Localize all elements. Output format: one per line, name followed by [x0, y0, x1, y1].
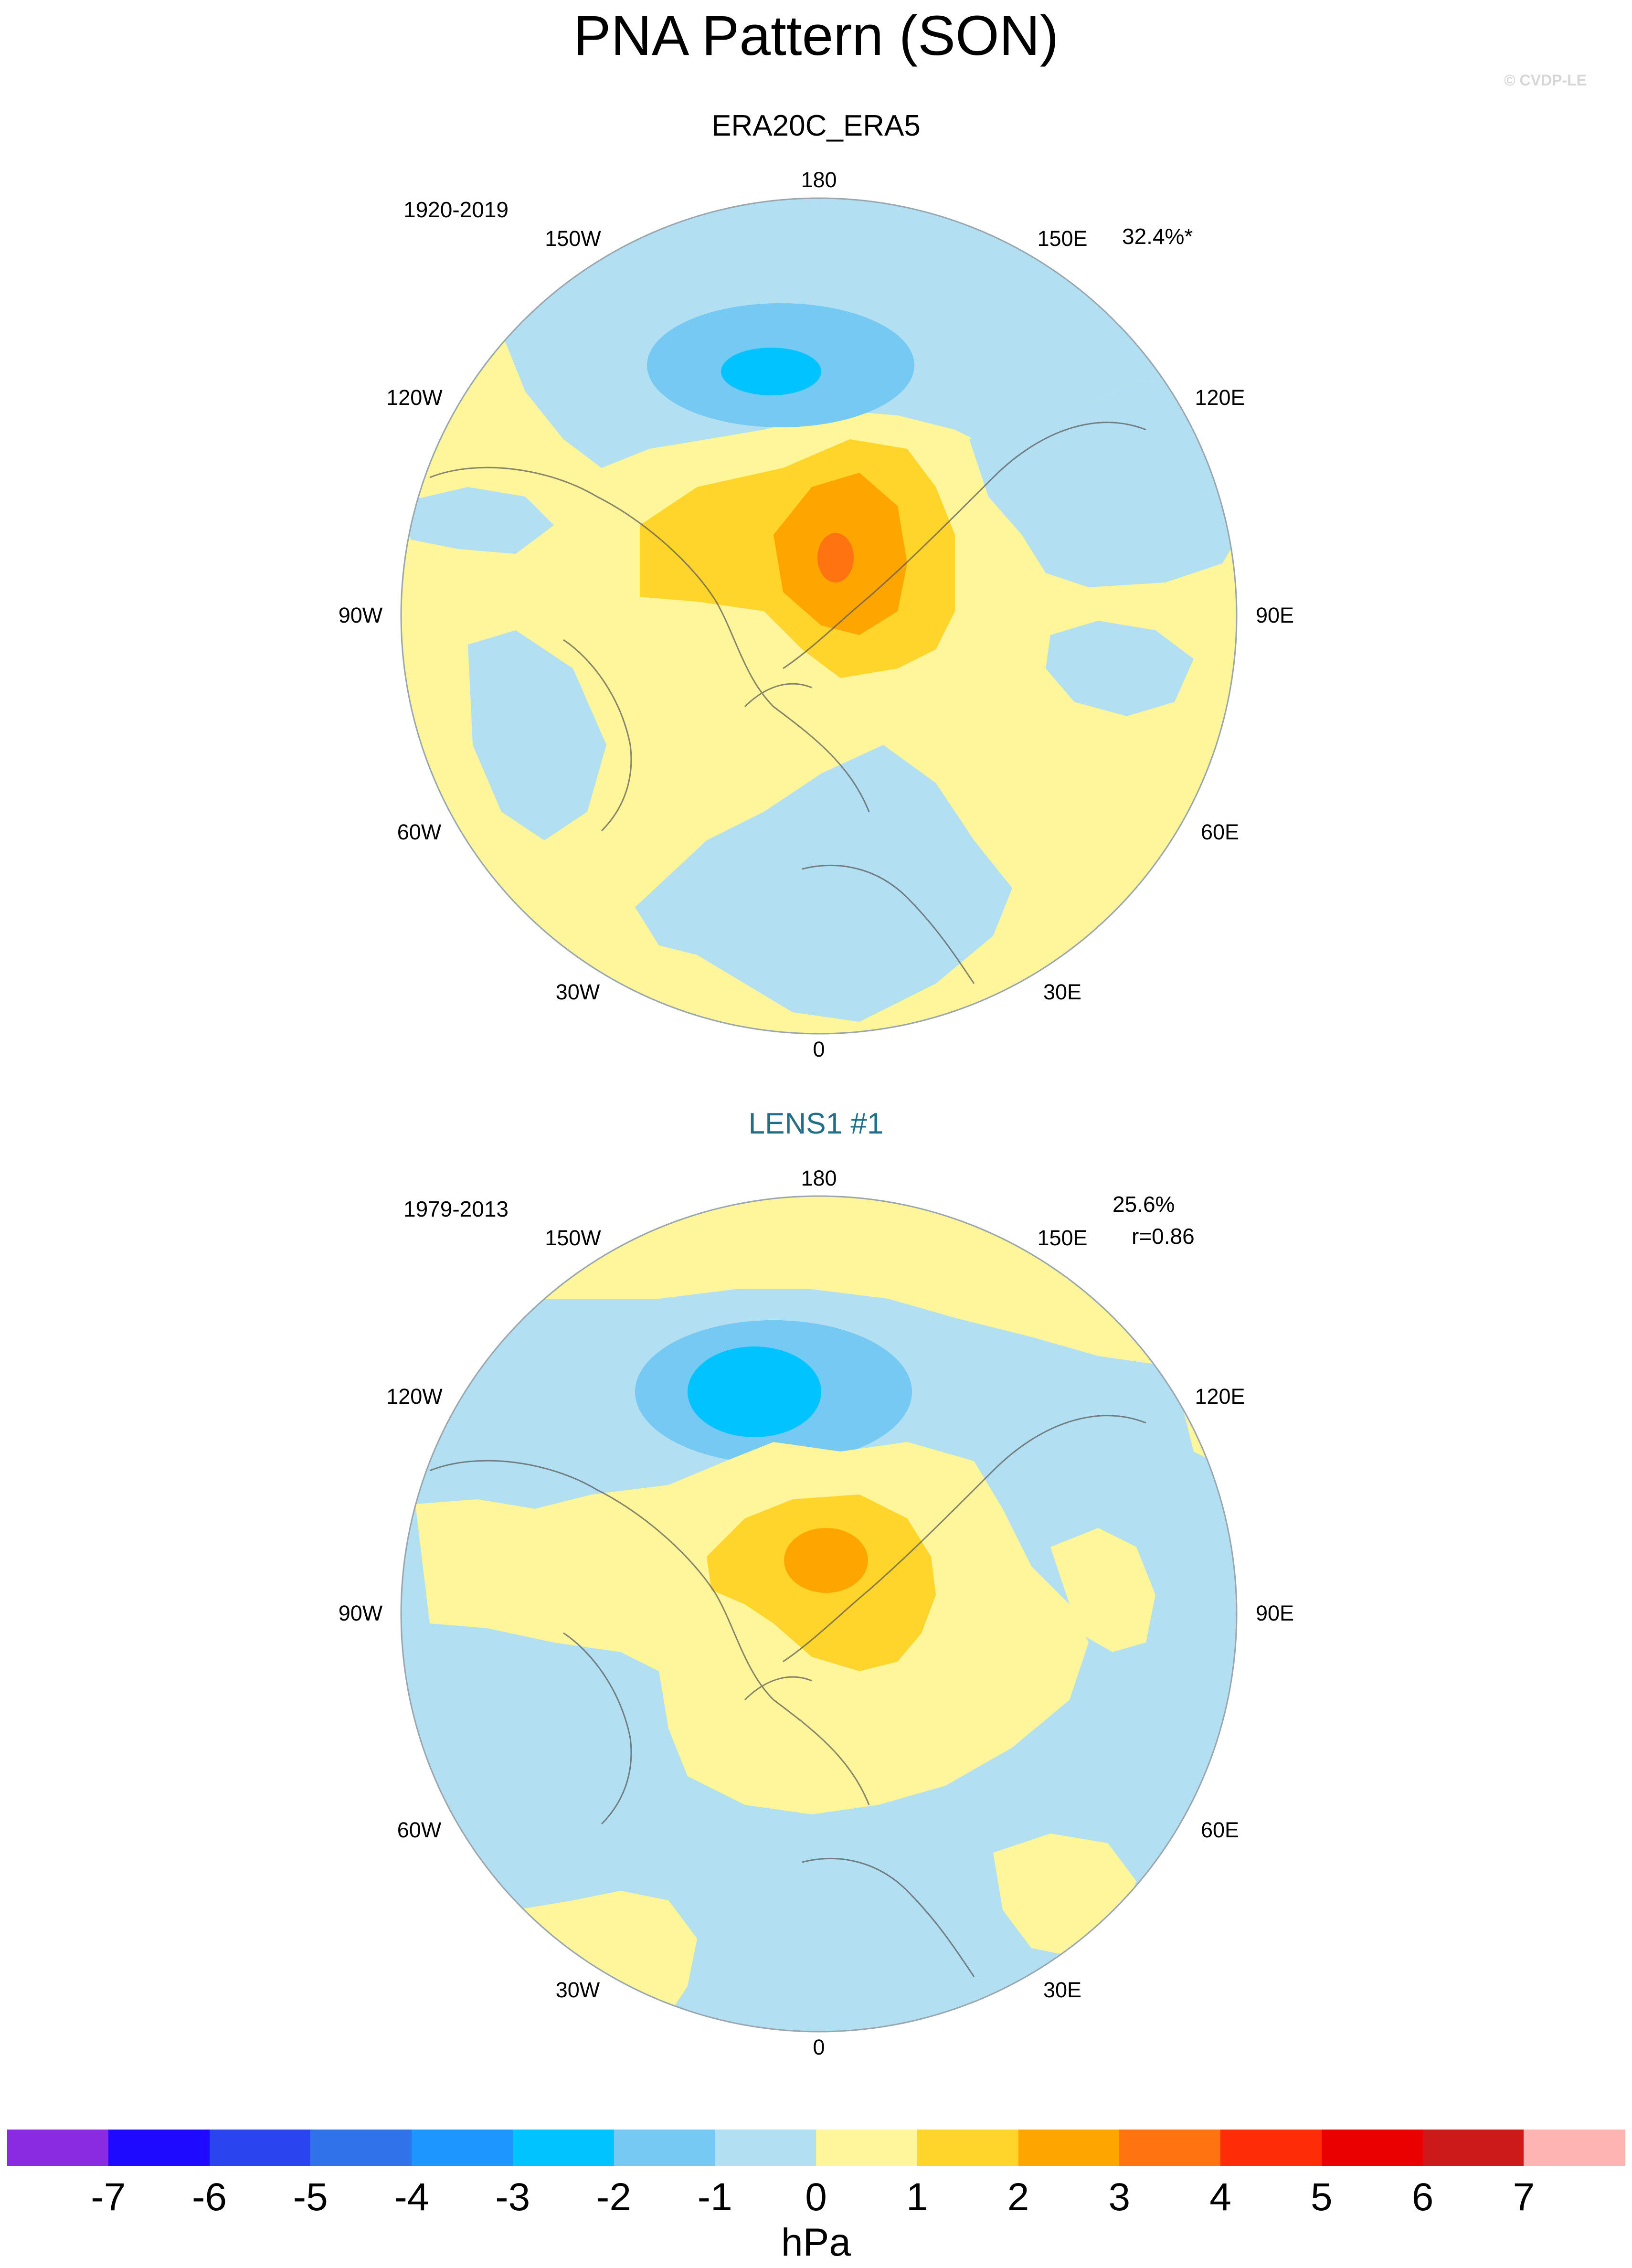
colorbar-tick-label: -2 — [596, 2175, 631, 2219]
colorbar-tick-label: -7 — [91, 2175, 126, 2219]
colorbar-tick-label: -3 — [495, 2175, 530, 2219]
lon-label: 60W — [397, 820, 442, 844]
field-negative-2-3 — [721, 348, 821, 395]
longitude-labels-era: 180 150E 120E 90E 60E 30E 0 30W 60W 90W … — [339, 168, 1294, 1061]
field-negative-atlantic — [468, 630, 606, 840]
colorbar-tick-label: 4 — [1209, 2175, 1231, 2219]
colorbar-tick-label: 1 — [906, 2175, 928, 2219]
field-negative-central-asia — [1046, 621, 1194, 716]
colorbar-segment — [1524, 2130, 1625, 2166]
field-negative-asia — [969, 377, 1237, 587]
lon-label: 180 — [801, 1166, 837, 1190]
pattern-percent-era: 32.4%* — [1122, 224, 1193, 249]
colorbar-tick-label: 6 — [1411, 2175, 1434, 2219]
colorbar-unit: hPa — [781, 2221, 851, 2264]
pattern-percent-lens: 25.6% — [1113, 1192, 1175, 1217]
colorbar-segment — [412, 2130, 513, 2166]
lon-label: 150E — [1037, 226, 1087, 251]
lon-label: 30W — [556, 980, 600, 1004]
field-negative-nw-america — [406, 487, 554, 554]
colorbar-tick-label: -5 — [293, 2175, 328, 2219]
lon-label: 30E — [1043, 1978, 1081, 2002]
period-label-lens: 1979-2013 — [403, 1197, 509, 1221]
colorbar-segment — [917, 2130, 1019, 2166]
colorbar-segment — [310, 2130, 412, 2166]
field-positive-3-4 — [817, 533, 854, 583]
colorbar-segment — [715, 2130, 816, 2166]
colorbar-segment — [512, 2130, 615, 2166]
lon-label: 150W — [545, 1226, 601, 1250]
lon-label: 60E — [1201, 820, 1239, 844]
colorbar-segment — [1220, 2130, 1322, 2166]
colorbar-segment — [614, 2130, 716, 2166]
colorbar-segment — [7, 2130, 109, 2166]
map-boundary-lens — [400, 1195, 1238, 2033]
lon-label: 120W — [386, 1384, 443, 1409]
field-positive-2-3 — [784, 1528, 868, 1593]
map-boundary-era — [400, 197, 1238, 1035]
colorbar-segment — [108, 2130, 210, 2166]
lon-label: 120W — [386, 385, 443, 410]
colorbar-tick-label: -4 — [394, 2175, 429, 2219]
field-positive-asia-strip — [1050, 1528, 1155, 1652]
panel-title-era: ERA20C_ERA5 — [711, 109, 921, 142]
colorbar-segment — [816, 2130, 918, 2166]
lon-label: 0 — [813, 2035, 825, 2059]
field-positive-central — [415, 1442, 1089, 1814]
pattern-correlation-lens: r=0.86 — [1132, 1224, 1195, 1249]
polar-map-lens: 180 150E 120E 90E 60E 30E 0 30W 60W 90W … — [339, 1166, 1294, 2059]
field-positive-south — [411, 1891, 697, 2032]
lon-label: 60W — [397, 1818, 442, 1842]
colorbar-tick-label: 5 — [1310, 2175, 1333, 2219]
lon-label: 90W — [339, 603, 383, 627]
field-negative-europe — [635, 745, 1012, 1022]
lon-label: 30W — [556, 1978, 600, 2002]
field-negative-2-3 — [688, 1346, 821, 1437]
colorbar-tick-label: -6 — [192, 2175, 227, 2219]
lon-label: 120E — [1195, 1384, 1245, 1409]
colorbar-tick-label: 2 — [1007, 2175, 1029, 2219]
colorbar-tick-label: 0 — [805, 2175, 827, 2219]
colorbar-segment — [1119, 2130, 1221, 2166]
lon-label: 180 — [801, 168, 837, 192]
colorbar-tick-label: 7 — [1513, 2175, 1535, 2219]
colorbar-tick-label: 3 — [1108, 2175, 1131, 2219]
colorbar-segment — [1321, 2130, 1423, 2166]
colorbar-segment — [1422, 2130, 1525, 2166]
lon-label: 150E — [1037, 1226, 1087, 1250]
panel-title-lens: LENS1 #1 — [748, 1107, 884, 1140]
lon-label: 60E — [1201, 1818, 1239, 1842]
colorbar-tick-label: -1 — [697, 2175, 732, 2219]
longitude-labels-lens: 180 150E 120E 90E 60E 30E 0 30W 60W 90W … — [339, 1166, 1294, 2059]
colorbar-segment — [209, 2130, 311, 2166]
period-label-era: 1920-2019 — [403, 197, 509, 222]
polar-map-era: 180 150E 120E 90E 60E 30E 0 30W 60W 90W … — [339, 168, 1294, 1061]
lon-label: 90E — [1256, 1601, 1294, 1625]
lon-label: 0 — [813, 1037, 825, 1061]
lon-label: 90W — [339, 1601, 383, 1625]
credit-label: © CVDP-LE — [1504, 72, 1587, 89]
colorbar-segment — [1018, 2130, 1120, 2166]
figure-title: PNA Pattern (SON) — [573, 4, 1059, 67]
lon-label: 30E — [1043, 980, 1081, 1004]
lon-label: 120E — [1195, 385, 1245, 410]
lon-label: 90E — [1256, 603, 1294, 627]
lon-label: 150W — [545, 226, 601, 251]
